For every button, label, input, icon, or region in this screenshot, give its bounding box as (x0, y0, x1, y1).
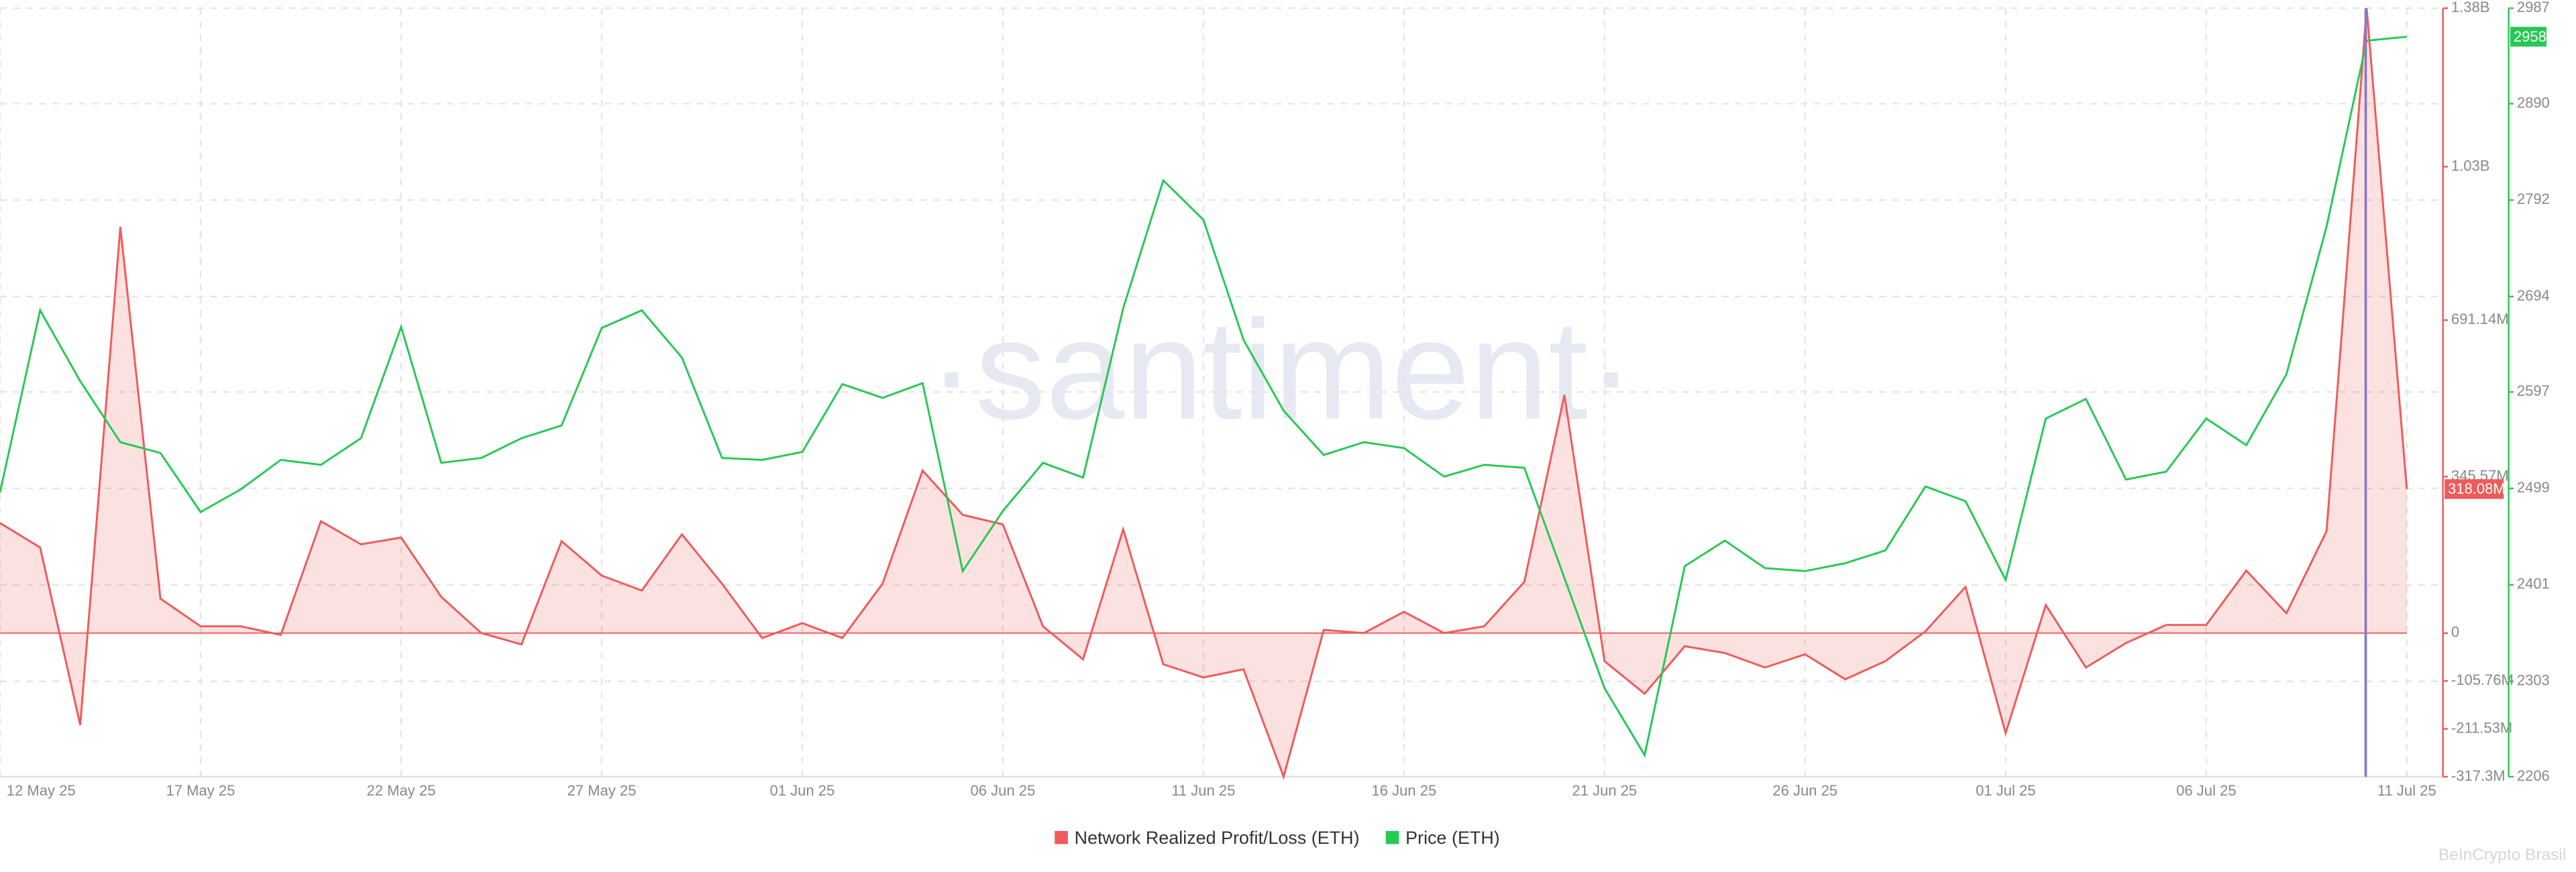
x-tick-label: 21 Jun 25 (1572, 782, 1637, 799)
y2-tick-label: 2499 (2517, 479, 2550, 496)
y-tick-label: -105.76M (2451, 671, 2514, 688)
x-tick-label: 11 Jul 25 (2377, 782, 2436, 799)
value-label: 2958 (2514, 28, 2546, 45)
y-tick-label: -211.53M (2451, 719, 2512, 736)
legend-label: Network Realized Profit/Loss (ETH) (1075, 828, 1360, 848)
x-tick-label: 26 Jun 25 (1772, 782, 1837, 799)
y-tick-label: 0 (2451, 624, 2459, 641)
y2-tick-label: 2694 (2517, 287, 2550, 304)
line (0, 8, 2408, 780)
y-tick-label: 691.14M (2451, 311, 2509, 327)
x-tick-label: 16 Jun 25 (1371, 782, 1436, 799)
y2-tick-label: 2206 (2517, 767, 2550, 784)
value-label-box (2510, 27, 2546, 47)
legend-swatch (1055, 830, 1068, 844)
credit: BeInCrypto Brasil (2438, 846, 2566, 864)
watermark: ·santiment· (928, 290, 1635, 449)
value-label: 318.08M (2448, 480, 2506, 497)
x-tick-label: 17 May 25 (166, 782, 235, 799)
line (0, 36, 2407, 758)
x-tick-label: 12 May 25 (7, 782, 76, 799)
y-tick-label: 1.38B (2451, 0, 2490, 15)
x-tick-label: 27 May 25 (568, 782, 637, 799)
y2-tick-label: 2890 (2517, 94, 2550, 111)
y2-tick-label: 2792 (2517, 190, 2550, 207)
y-tick-label: 1.03B (2451, 157, 2490, 174)
value-label-box (2445, 479, 2504, 499)
legend-swatch (1385, 830, 1399, 844)
x-tick-label: 11 Jun 25 (1171, 782, 1235, 799)
x-tick-label: 01 Jul 25 (1976, 782, 2035, 799)
plot: 2206 2303 2401 2499 2597 2694 2792 2890 2987 12 M… (0, 0, 2550, 848)
x-tick-label: 06 Jun 25 (971, 782, 1036, 799)
y-tick-label: -317.3M (2451, 767, 2506, 784)
y2-tick-label: 2303 (2517, 672, 2550, 689)
y2-tick-label: 2987 (2517, 0, 2550, 15)
y2-tick-label: 2597 (2517, 382, 2550, 399)
x-tick-label: 01 Jun 25 (770, 782, 835, 799)
y2-tick-label: 2401 (2517, 576, 2550, 592)
x-tick-label: 22 May 25 (367, 782, 436, 799)
legend-label: Price (ETH) (1405, 828, 1500, 848)
x-tick-label: 06 Jul 25 (2176, 782, 2236, 799)
area (0, 8, 2407, 777)
